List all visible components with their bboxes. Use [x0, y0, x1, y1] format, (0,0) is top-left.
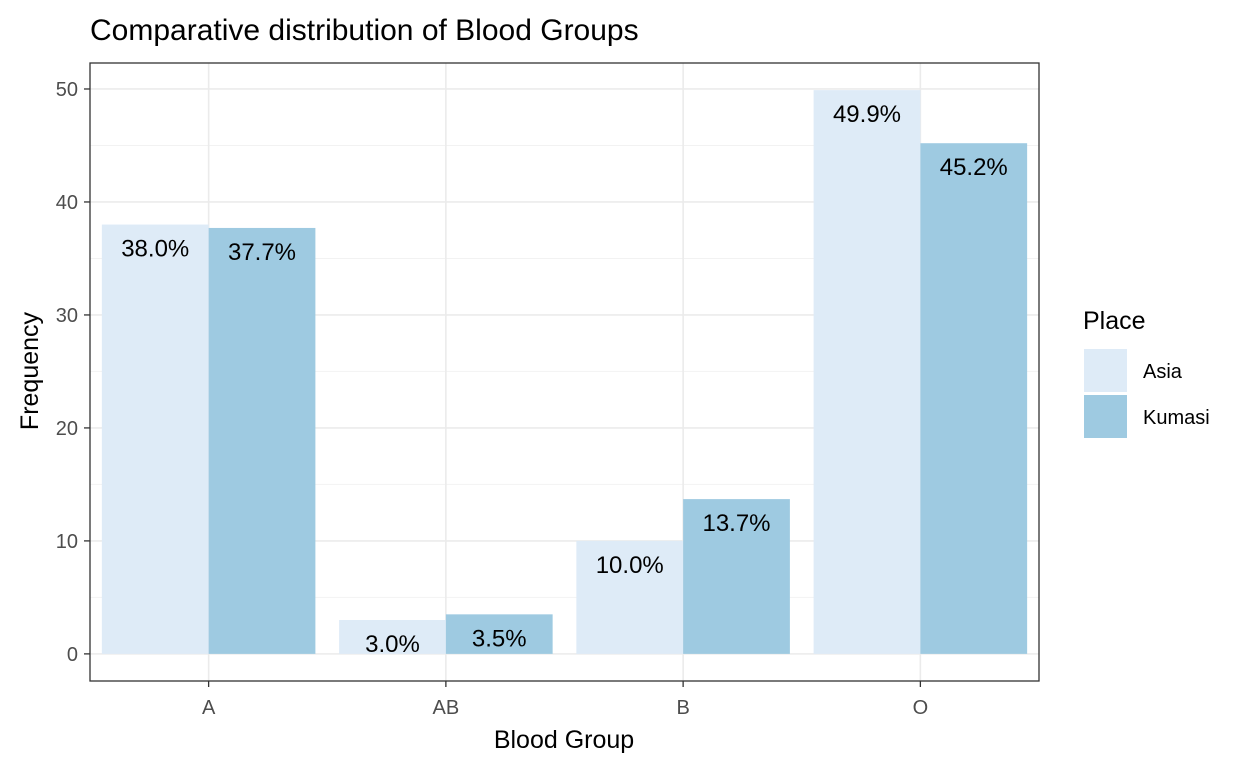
y-tick-label: 30 — [56, 305, 78, 327]
plot-border — [89, 62, 1040, 682]
y-tick-label: 0 — [67, 644, 78, 666]
data-label: 37.7% — [228, 239, 296, 266]
data-label: 10.0% — [596, 552, 664, 579]
data-label-layer: 38.0% 3.0% 10.0% 49.9% 37.7% 3.5% 13.7% 45.2% — [121, 101, 1008, 658]
data-label: 13.7% — [702, 510, 770, 537]
legend: Place Asia Kumasi — [1083, 307, 1210, 438]
legend-label: Kumasi — [1143, 407, 1210, 429]
axis-layer: 0 10 20 30 40 50 A AB B O — [56, 79, 928, 719]
bar-asia-ab — [339, 619, 446, 654]
data-label: 45.2% — [940, 154, 1008, 181]
y-axis-title: Frequency — [16, 311, 44, 430]
legend-key-kumasi — [1084, 395, 1127, 438]
data-label: 3.5% — [472, 625, 527, 652]
bar-kumasi-a — [208, 227, 316, 654]
x-tick-label: B — [676, 697, 689, 719]
x-axis-title: Blood Group — [494, 726, 634, 754]
data-label: 3.0% — [365, 631, 420, 658]
bar-kumasi-ab — [445, 614, 553, 654]
chart-title: Comparative distribution of Blood Groups — [90, 14, 639, 47]
bar-asia-b — [576, 540, 684, 654]
bar-layer — [101, 90, 1028, 654]
x-tick-label: O — [913, 697, 929, 719]
y-tick-label: 10 — [56, 531, 78, 553]
data-label: 49.9% — [833, 101, 901, 128]
y-tick-label: 20 — [56, 418, 78, 440]
legend-key-asia — [1084, 349, 1127, 392]
y-tick-label: 50 — [56, 79, 78, 101]
legend-title: Place — [1083, 307, 1146, 335]
y-tick-label: 40 — [56, 192, 78, 214]
bar-asia-a — [101, 224, 209, 654]
bar-kumasi-b — [683, 499, 790, 654]
x-tick-label: A — [202, 697, 216, 719]
data-label: 38.0% — [121, 236, 189, 263]
bar-asia-o — [813, 90, 921, 654]
x-tick-label: AB — [433, 697, 460, 719]
legend-label: Asia — [1143, 361, 1183, 383]
bar-kumasi-o — [920, 143, 1028, 654]
